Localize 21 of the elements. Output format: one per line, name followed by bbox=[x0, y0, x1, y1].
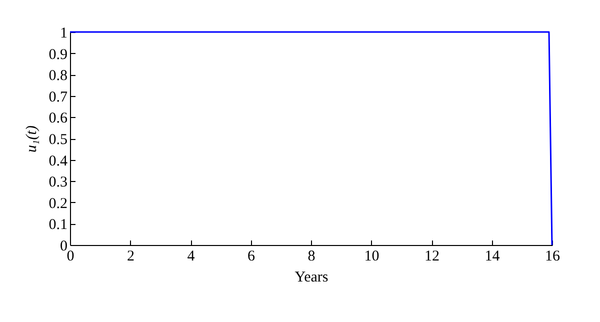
y-tick-label: 0.5 bbox=[48, 132, 68, 148]
x-tick-label: 16 bbox=[545, 248, 560, 264]
x-tick-label: 4 bbox=[187, 248, 196, 264]
y-tick-label: 0.3 bbox=[48, 174, 68, 191]
y-tick-label: 1 bbox=[60, 26, 68, 42]
y-tick-label: 0.4 bbox=[48, 153, 68, 170]
y-tick-label: 0.6 bbox=[48, 110, 68, 127]
x-tick-label: 8 bbox=[308, 248, 316, 264]
y-tick-label: 0.9 bbox=[48, 46, 68, 63]
y-tick-label: 0.1 bbox=[48, 217, 68, 234]
y-tick-label: 0.8 bbox=[48, 68, 68, 84]
y-tick-label: 0.7 bbox=[48, 89, 68, 106]
x-tick-label: 2 bbox=[127, 248, 134, 264]
x-tick-label: 14 bbox=[484, 248, 500, 264]
x-tick-label: 6 bbox=[248, 248, 256, 264]
y-tick-label: 0 bbox=[60, 238, 68, 254]
y-axis-title: u₁(t) bbox=[24, 126, 40, 152]
y-tick-label: 0.2 bbox=[48, 196, 68, 212]
x-axis-title: Years bbox=[294, 270, 328, 286]
x-tick-label: 12 bbox=[424, 248, 440, 264]
x-tick-label: 10 bbox=[364, 248, 380, 264]
